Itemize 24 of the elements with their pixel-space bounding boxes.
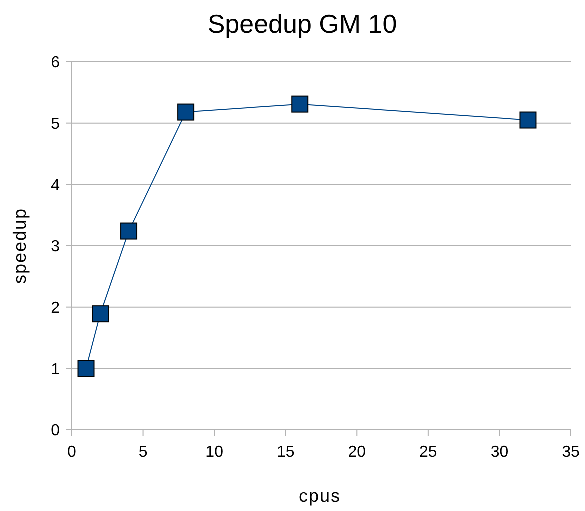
x-tick-label: 35 [562, 444, 580, 461]
y-tick-label: 4 [51, 177, 60, 194]
x-tick-label: 25 [420, 444, 438, 461]
point [92, 306, 110, 323]
point [292, 96, 309, 113]
x-tick-label: 15 [276, 444, 295, 461]
point [178, 104, 195, 121]
point [120, 222, 138, 240]
x-axis-title: cpus [298, 486, 342, 506]
y-tick-label: 6 [51, 54, 60, 72]
x-tick-label: 0 [68, 444, 77, 461]
x-tick-label: 5 [138, 444, 148, 461]
x-tick-label: 30 [490, 444, 509, 461]
point [520, 112, 537, 129]
y-tick-label: 3 [51, 238, 60, 256]
point [78, 360, 95, 378]
chart-title: Speedup GM 10 [208, 9, 398, 39]
y-tick-label: 0 [51, 422, 60, 440]
x-tick-label: 20 [348, 444, 366, 461]
y-tick-label: 1 [51, 361, 60, 378]
y-axis-title: speedup [10, 208, 30, 284]
y-tick-label: 5 [51, 116, 60, 133]
y-tick-label: 2 [51, 300, 60, 317]
x-tick-label: 10 [206, 444, 224, 461]
